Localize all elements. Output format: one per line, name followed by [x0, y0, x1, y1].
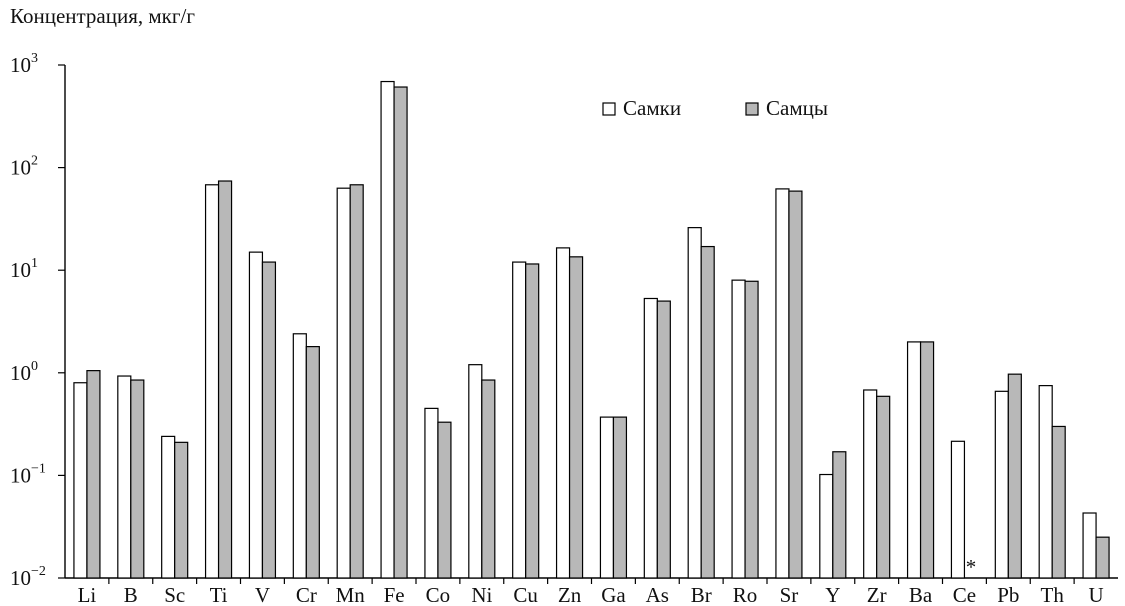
x-tick-label: Y [825, 583, 840, 606]
bar-cu-males [525, 263, 540, 579]
y-tick-label: 102 [10, 154, 38, 180]
bar-u-females [1082, 512, 1097, 579]
legend-swatch-males [745, 102, 759, 116]
bar-v-females [248, 251, 264, 579]
x-tick-label: Br [691, 583, 712, 606]
bar-co-males [437, 421, 452, 579]
x-tick-label: U [1088, 583, 1103, 606]
bar-ro-males [744, 280, 759, 579]
bar-pb-females [994, 390, 1009, 579]
x-tick-label: Mn [336, 583, 366, 606]
bar-zn-females [555, 247, 571, 579]
x-tick-label: Cr [296, 583, 317, 606]
bar-ro-females [731, 279, 746, 579]
bar-zr-females [863, 389, 878, 579]
bar-sr-females [775, 188, 790, 579]
x-tick-label: Ro [733, 583, 758, 606]
x-tick-label: B [124, 583, 138, 606]
x-tick-label: V [255, 583, 270, 606]
bar-fe-males [393, 86, 408, 579]
bar-cu-females [512, 261, 527, 579]
bar-ba-males [919, 341, 935, 579]
bar-u-males [1095, 536, 1110, 579]
bar-th-males [1051, 425, 1066, 579]
bar-sc-males [174, 441, 189, 579]
legend-swatch-females [602, 102, 616, 116]
x-tick-label: Ce [953, 583, 976, 606]
bar-ni-males [481, 379, 496, 579]
y-tick-label: 101 [10, 256, 38, 282]
bar-cr-males [305, 346, 320, 579]
bar-ga-males [612, 416, 628, 579]
x-tick-label: Sc [164, 583, 185, 606]
bar-ni-females [468, 364, 483, 579]
bar-th-females [1038, 385, 1053, 579]
bar-v-males [261, 261, 277, 579]
x-tick-label: Li [78, 583, 97, 606]
x-tick-label: Zr [867, 583, 887, 606]
bar-b-males [130, 379, 145, 579]
x-tick-label: Ti [210, 583, 228, 606]
x-tick-label: Pb [997, 583, 1019, 606]
bar-as-females [643, 297, 658, 579]
bar-li-females [73, 382, 88, 579]
x-tick-label: As [646, 583, 669, 606]
bar-pb-males [1007, 373, 1022, 579]
x-tick-label: Ba [909, 583, 933, 606]
bar-zn-males [568, 256, 584, 579]
bar-y-females [819, 473, 834, 579]
x-tick-label: Ga [601, 583, 626, 606]
bar-cr-females [292, 333, 307, 579]
bar-mn-females [336, 187, 351, 579]
bar-ba-females [906, 341, 922, 579]
bar-sc-females [161, 435, 176, 579]
bar-li-males [86, 370, 101, 579]
bar-as-males [656, 300, 671, 579]
x-tick-label: Zn [558, 583, 582, 606]
y-tick-label: 10−1 [10, 461, 46, 487]
bar-mn-males [349, 184, 364, 579]
legend-label-males: Самцы [766, 96, 828, 120]
bar-sr-males [788, 190, 803, 579]
bar-ti-males [217, 180, 233, 579]
bar-br-males [700, 245, 715, 579]
bar-y-males [832, 451, 847, 579]
bar-b-females [117, 375, 132, 579]
bar-br-females [687, 227, 702, 579]
bar-fe-females [380, 80, 395, 579]
x-tick-label: Co [426, 583, 451, 606]
x-tick-label: Ni [471, 583, 492, 606]
annotation-asterisk: * [966, 555, 977, 579]
y-tick-label: 10−2 [10, 564, 46, 590]
bar-co-females [424, 407, 439, 579]
y-axis-label: Концентрация, мкг/г [10, 4, 195, 28]
bar-ti-females [204, 184, 220, 579]
x-tick-label: Cu [513, 583, 538, 606]
bar-ga-females [599, 416, 615, 579]
y-tick-label: 100 [10, 359, 38, 385]
bar-zr-males [876, 395, 891, 579]
legend-label-females: Самки [623, 96, 681, 120]
x-tick-label: Th [1041, 583, 1065, 606]
x-tick-label: Fe [384, 583, 405, 606]
bar-ce-females [950, 440, 966, 579]
y-tick-label: 103 [10, 51, 38, 77]
x-tick-label: Sr [780, 583, 799, 606]
